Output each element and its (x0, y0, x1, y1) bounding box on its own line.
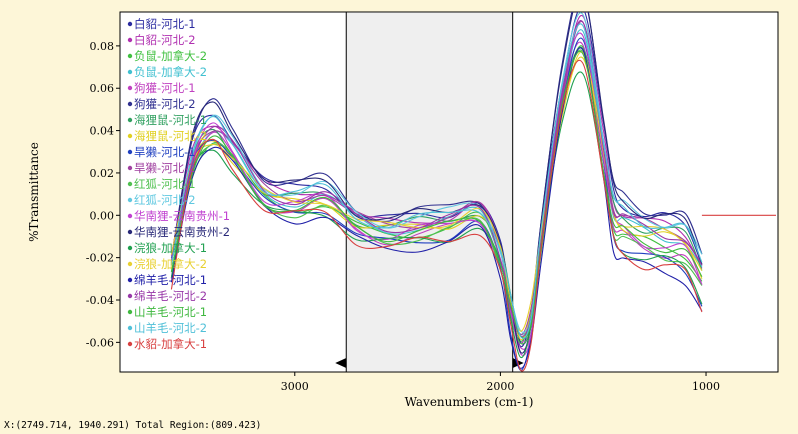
x-tick-label: 2000 (486, 380, 514, 393)
y-tick-label: 0.06 (90, 82, 115, 95)
legend-item[interactable]: 水貂-加拿大-1 (134, 337, 207, 351)
legend-marker (127, 37, 133, 43)
legend-item[interactable]: 绵羊毛-河北-1 (134, 273, 207, 287)
y-tick-label: 0.08 (90, 40, 115, 53)
status-bar: X:(2749.714, 1940.291) Total Region:(809… (4, 420, 262, 431)
legend-marker (127, 133, 133, 139)
legend-item[interactable]: 山羊毛-河北-1 (134, 305, 207, 319)
legend-marker (127, 213, 133, 219)
y-tick-label: -0.02 (86, 252, 114, 265)
legend-marker (127, 245, 133, 251)
legend-marker (127, 165, 133, 171)
legend-marker (127, 341, 133, 347)
y-tick-label: 0.02 (90, 167, 115, 180)
legend-item[interactable]: 红狐-河北-1 (134, 177, 196, 191)
legend-marker (127, 325, 133, 331)
legend-marker (127, 85, 133, 91)
legend-marker (127, 293, 133, 299)
legend-marker (127, 261, 133, 267)
series-line[interactable] (170, 23, 703, 339)
legend-marker (127, 69, 133, 75)
series-line[interactable] (170, 50, 703, 339)
legend-item[interactable]: 白貂-河北-2 (134, 33, 196, 47)
spectrum-chart[interactable]: 0.08 0.06 0.04 0.02 0.00 -0.02 -0.04 -0.06 3000 2… (0, 0, 798, 418)
selected-region[interactable] (346, 13, 513, 371)
legend-marker (127, 101, 133, 107)
legend-item[interactable]: 绵羊毛-河北-2 (134, 289, 207, 303)
y-tick-label: -0.04 (86, 294, 114, 307)
legend-marker (127, 117, 133, 123)
legend-item[interactable]: 旱獭-河北-1 (134, 145, 196, 159)
legend-item[interactable]: 狗獾-河北-1 (134, 81, 196, 95)
y-tick-label: 0.00 (90, 209, 115, 222)
legend-item[interactable]: 旱獭-河北-2 (134, 161, 196, 175)
x-tick-label: 1000 (692, 380, 720, 393)
legend-item[interactable]: 白貂-河北-1 (134, 17, 196, 31)
legend-item[interactable]: 海狸鼠-河北-2 (134, 129, 207, 143)
legend-item[interactable]: 海狸鼠-河北-1 (134, 113, 207, 127)
region-left-handle[interactable] (335, 358, 347, 368)
legend-item[interactable]: 华南狸-云南贵州-1 (134, 209, 230, 223)
legend-marker (127, 181, 133, 187)
x-tick-label: 3000 (281, 380, 309, 393)
legend-item[interactable]: 浣狼-加拿大-2 (134, 257, 207, 271)
y-axis-title: %Transmittance (27, 142, 41, 242)
legend-marker (127, 149, 133, 155)
legend-item[interactable]: 山羊毛-河北-2 (134, 321, 207, 335)
legend-marker (127, 197, 133, 203)
legend-item[interactable]: 红狐-河北-2 (134, 193, 196, 207)
legend-marker (127, 229, 133, 235)
legend-item[interactable]: 负鼠-加拿大-2 (134, 65, 207, 79)
series-line[interactable] (170, 59, 703, 372)
legend-marker (127, 53, 133, 59)
legend-item[interactable]: 浣狼-加拿大-1 (134, 241, 207, 255)
legend-item[interactable]: 华南狸-云南贵州-2 (134, 225, 230, 239)
series-line[interactable] (170, 51, 703, 332)
legend-marker (127, 277, 133, 283)
y-tick-label: -0.06 (86, 336, 114, 349)
x-axis-title: Wavenumbers (cm-1) (405, 395, 534, 409)
legend-marker (127, 21, 133, 27)
y-tick-label: 0.04 (90, 125, 115, 138)
legend-item[interactable]: 狗獾-河北-2 (134, 97, 196, 111)
legend-marker (127, 309, 133, 315)
legend-item[interactable]: 负鼠-加拿大-2 (134, 49, 207, 63)
